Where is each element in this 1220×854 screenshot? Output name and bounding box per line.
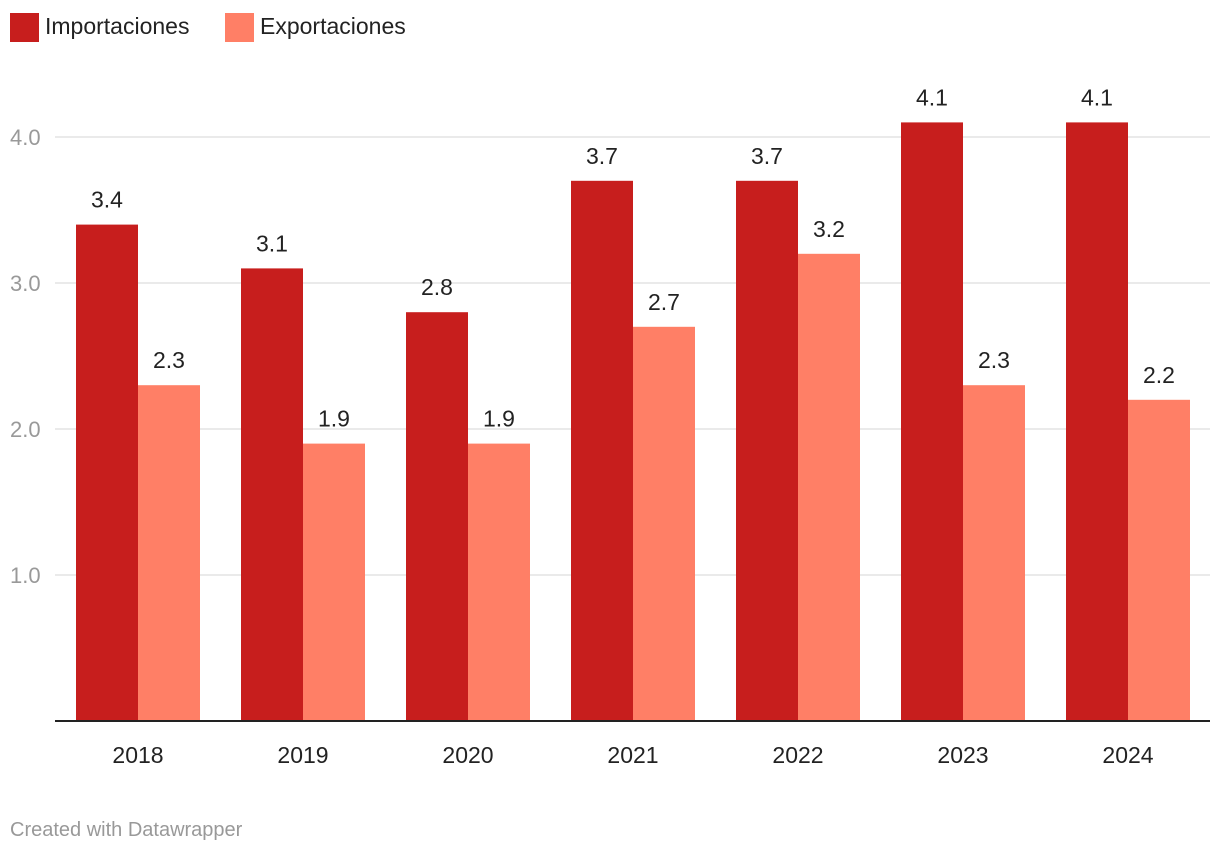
legend-swatch-exportaciones — [225, 13, 254, 42]
x-tick-label-2020: 2020 — [442, 742, 493, 768]
value-label-importaciones-2021: 3.7 — [586, 143, 618, 169]
value-label-exportaciones-2019: 1.9 — [318, 406, 350, 432]
legend-label-importaciones: Importaciones — [45, 13, 189, 39]
bar-exportaciones-2023 — [963, 385, 1025, 721]
y-tick-label: 1.0 — [10, 563, 41, 588]
y-tick-label: 4.0 — [10, 125, 41, 150]
value-label-importaciones-2023: 4.1 — [916, 84, 948, 110]
x-axis-tick-labels: 2018 2019 2020 2021 2022 2023 2024 — [112, 742, 1153, 768]
value-label-importaciones-2019: 3.1 — [256, 230, 288, 256]
value-label-exportaciones-2022: 3.2 — [813, 216, 845, 242]
value-label-importaciones-2018: 3.4 — [91, 187, 123, 213]
bar-exportaciones-2022 — [798, 253, 860, 722]
bar-importaciones-2020 — [406, 312, 468, 721]
bar-importaciones-2018 — [76, 224, 138, 721]
x-tick-label-2023: 2023 — [937, 742, 988, 768]
bar-importaciones-2024 — [1066, 122, 1128, 721]
bar-exportaciones-2024 — [1128, 399, 1190, 721]
bar-exportaciones-2020 — [468, 443, 530, 721]
footer-credit: Created with Datawrapper — [10, 819, 243, 841]
bar-importaciones-2019 — [241, 268, 303, 721]
bar-importaciones-2022 — [736, 180, 798, 722]
legend-swatch-importaciones — [10, 13, 39, 42]
value-label-exportaciones-2021: 2.7 — [648, 289, 680, 315]
bar-exportaciones-2021 — [633, 326, 695, 721]
y-axis-tick-labels: 1.0 2.0 3.0 4.0 — [10, 125, 41, 588]
legend-label-exportaciones: Exportaciones — [260, 13, 406, 39]
x-tick-label-2019: 2019 — [277, 742, 328, 768]
x-tick-label-2022: 2022 — [772, 742, 823, 768]
bar-exportaciones-2019 — [303, 443, 365, 721]
value-labels: 3.4 2.3 3.1 1.9 2.8 1.9 3.7 2.7 3.7 3.2 4.1 2.3 4.1 2… — [91, 84, 1175, 431]
y-tick-label: 2.0 — [10, 417, 41, 442]
value-label-importaciones-2022: 3.7 — [751, 143, 783, 169]
value-label-importaciones-2020: 2.8 — [421, 274, 453, 300]
value-label-exportaciones-2018: 2.3 — [153, 347, 185, 373]
bar-exportaciones-2018 — [138, 385, 200, 721]
x-tick-label-2021: 2021 — [607, 742, 658, 768]
legend: Importaciones Exportaciones — [10, 13, 406, 42]
x-tick-label-2018: 2018 — [112, 742, 163, 768]
x-tick-label-2024: 2024 — [1102, 742, 1153, 768]
bars — [76, 122, 1190, 722]
value-label-exportaciones-2024: 2.2 — [1143, 362, 1175, 388]
y-tick-label: 3.0 — [10, 271, 41, 296]
bar-importaciones-2021 — [571, 180, 633, 722]
value-label-exportaciones-2023: 2.3 — [978, 347, 1010, 373]
value-label-exportaciones-2020: 1.9 — [483, 406, 515, 432]
value-label-importaciones-2024: 4.1 — [1081, 84, 1113, 110]
bar-importaciones-2023 — [901, 122, 963, 721]
